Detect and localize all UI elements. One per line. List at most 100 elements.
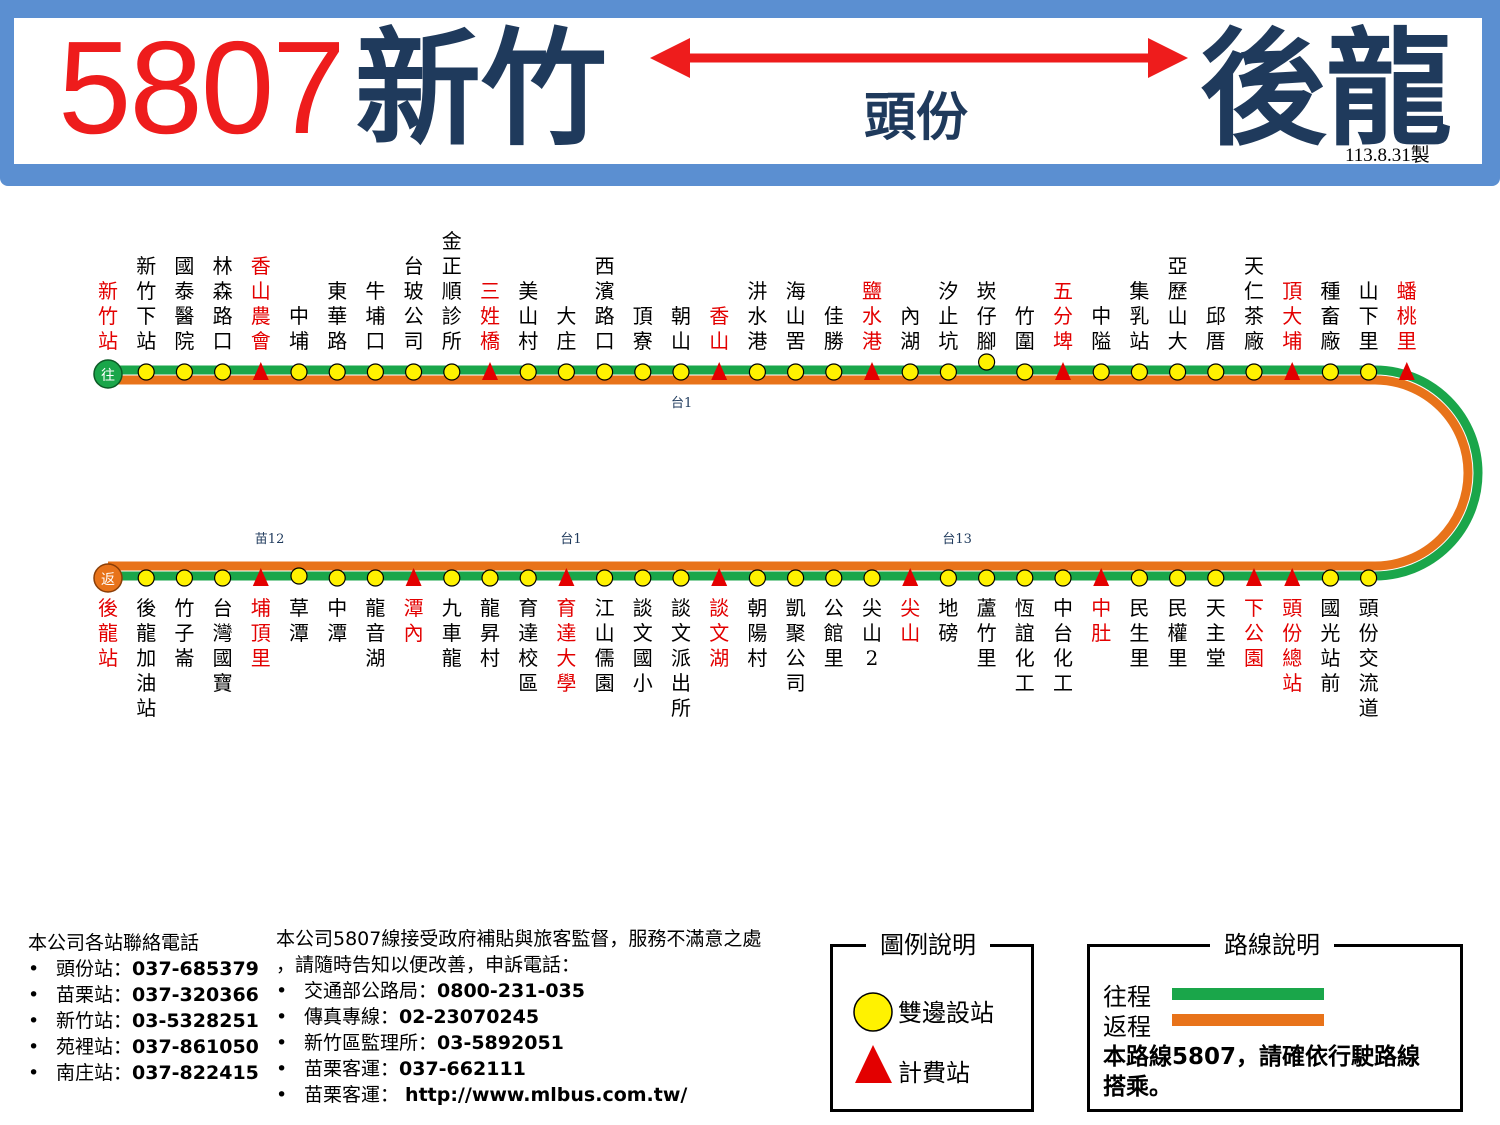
stop-label: 尖山	[900, 596, 921, 645]
road-label: 台1	[671, 396, 693, 411]
stop-label: 山下里	[1358, 279, 1379, 353]
fare-stop-marker	[1398, 362, 1415, 380]
stop-label: 龍音湖	[365, 596, 386, 670]
stop-label: 中台化工	[1053, 596, 1073, 695]
phone-entry: • 新竹站：03-5328251	[28, 1008, 259, 1034]
stop-label: 頭份交流道	[1358, 596, 1379, 720]
both-side-stop-marker	[595, 569, 614, 587]
stop-label: 林森路口	[212, 254, 233, 353]
phone-value: 03-5328251	[132, 1010, 259, 1032]
both-side-stop-marker	[328, 363, 346, 381]
return-swatch	[1172, 1014, 1324, 1026]
stop-label: 國光站前	[1320, 596, 1341, 695]
fare-stop-marker	[864, 362, 880, 380]
stop-label: 邱厝	[1205, 304, 1226, 353]
both-side-stop-marker	[939, 363, 958, 381]
return-markers	[137, 567, 1378, 587]
phone-label: 新竹區監理所：	[304, 1032, 438, 1054]
road-label: 台13	[942, 532, 972, 547]
both-side-stop-marker	[672, 569, 690, 587]
stop-label: 天仁茶廠	[1244, 254, 1264, 353]
notice-line2: ，請隨時告知以便改善，申訴電話：	[276, 954, 581, 976]
stop-label: 中埔	[289, 304, 309, 353]
stop-label: 天主堂	[1205, 596, 1226, 670]
fare-stop-marker	[252, 568, 269, 586]
stop-label: 後龍加油站	[136, 596, 157, 720]
stop-label: 頂大埔	[1282, 279, 1303, 353]
fare-stop-marker	[252, 362, 269, 380]
bullet-icon: •	[28, 1036, 40, 1058]
stop-label: 香山農會	[250, 254, 271, 353]
phone-value: 037-685379	[132, 958, 259, 980]
both-side-stop-icon	[853, 992, 893, 1032]
stop-label: 海山罟	[785, 279, 806, 353]
header-panel	[14, 18, 1482, 164]
fare-stop-marker	[1284, 362, 1301, 380]
outbound-badge: 往	[101, 368, 115, 384]
both-side-stop-marker	[1321, 569, 1340, 587]
stop-label: 東華路	[327, 279, 348, 353]
both-side-stop-marker	[137, 569, 155, 587]
stop-label: 草潭	[289, 596, 309, 645]
phone-entry: • 傳真專線：02-23070245	[276, 1004, 761, 1030]
stop-label: 後龍站	[98, 596, 118, 670]
phone-entry: • 苗栗站：037-320366	[28, 982, 259, 1008]
legend-both-label: 雙邊設站	[898, 999, 994, 1027]
stop-label: 民權里	[1167, 596, 1188, 670]
stop-label: 龍昇村	[480, 596, 500, 670]
stop-label: 談文派出所	[671, 596, 691, 720]
stop-label: 蘆竹里	[976, 596, 997, 670]
stop-label: 金正順診所	[441, 229, 462, 353]
phone-entry: • 頭份站：037-685379	[28, 956, 259, 982]
route-legend-outbound: 往程	[1103, 983, 1151, 1011]
stop-label: 三姓橋	[480, 279, 500, 353]
road-label: 台1	[560, 532, 582, 547]
bullet-icon: •	[276, 1058, 288, 1080]
return-line	[108, 375, 1473, 571]
both-side-stop-marker	[366, 569, 384, 587]
phone-value: 0800-231-035	[437, 980, 585, 1002]
phone-value: 03-5892051	[437, 1032, 564, 1054]
stop-label: 潭內	[403, 596, 424, 645]
stop-label: 牛埔口	[365, 279, 386, 353]
route-legend-title: 路線說明	[1210, 930, 1334, 960]
phone-label: 苗栗客運：	[304, 1058, 400, 1080]
stop-label: 恆誼化工	[1014, 596, 1035, 695]
complaints-list: • 交通部公路局：0800-231-035 • 傳真專線：02-23070245 • 新竹…	[276, 978, 761, 1108]
phone-entry: • 苗栗客運：037-662111	[276, 1056, 761, 1082]
route-note-line2: 搭乘。	[1103, 1074, 1172, 1100]
both-side-stop-marker	[1016, 569, 1034, 587]
stop-label: 埔頂里	[250, 596, 271, 670]
stop-label: 育達大學	[556, 596, 577, 695]
stop-label: 蟠桃里	[1396, 279, 1417, 353]
stop-label: 西濱路口	[594, 254, 615, 353]
stop-label: 朝陽村	[747, 596, 768, 670]
both-side-stop-marker	[786, 569, 805, 587]
legend-fare-label: 計費站	[898, 1059, 970, 1087]
fare-stop-marker	[558, 568, 575, 586]
both-side-stop-marker	[748, 363, 767, 381]
stop-label: 台灣國寶	[212, 596, 233, 695]
phone-entry: • 苗栗客運： http://www.mlbus.com.tw/	[276, 1082, 761, 1108]
stop-label: 凱聚公司	[785, 596, 806, 695]
phone-entry: • 新竹區監理所：03-5892051	[276, 1030, 761, 1056]
phone-entry: • 南庄站：037-822415	[28, 1060, 259, 1086]
both-side-stop-marker	[1359, 363, 1378, 381]
both-side-stop-marker	[1016, 363, 1034, 381]
contacts-title: 本公司各站聯絡電話	[28, 932, 200, 954]
both-side-stop-marker	[290, 567, 308, 585]
stop-label: 頭份總站	[1282, 596, 1303, 695]
header-banner	[0, 0, 1500, 186]
bullet-icon: •	[276, 1032, 288, 1054]
stop-label: 談文國小	[632, 596, 653, 695]
notice-block: 本公司5807線接受政府補貼與旅客監督，服務不滿意之處 ，請隨時告知以便改善，申…	[276, 926, 761, 1108]
both-side-stop-marker	[443, 569, 461, 587]
stop-label: 國泰醫院	[174, 254, 195, 353]
stop-label: 竹圍	[1014, 304, 1035, 353]
stop-label: 香山	[709, 304, 730, 353]
both-side-stop-marker	[939, 569, 958, 587]
fare-stop-marker	[482, 362, 498, 380]
route-number: 5807	[58, 14, 346, 161]
bullet-icon: •	[28, 984, 40, 1006]
